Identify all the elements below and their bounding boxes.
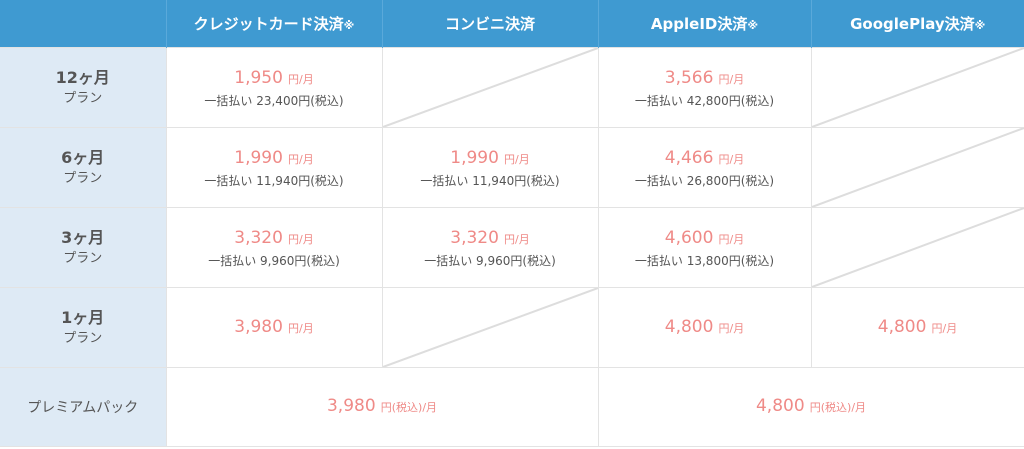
price-unit: 円/月 [718,321,745,335]
price-unit: 円(税込)/月 [380,401,438,414]
price-cell-apple-id: 4,600 円/月 一括払い 13,800円(税込) [597,207,812,288]
price-unit: 円/月 [931,321,958,335]
price-unit: 円/月 [288,72,314,86]
unavailable-slash [812,208,1024,287]
monthly-price: 1,990 [450,147,499,168]
lump-sum-text: 一括払い 11,940円(税込) [420,173,560,188]
lump-sum-text: 一括払い 26,800円(税込) [634,173,775,188]
header-apple-id: AppleID決済※ [598,0,812,48]
monthly-price: 1,990 [234,147,283,168]
header-label: コンビニ決済 [444,15,535,33]
row-header: 12ヶ月 プラン [0,47,167,128]
monthly-price: 3,566 [664,67,714,88]
monthly-price: 3,980 [234,316,283,337]
unavailable-slash [812,48,1024,127]
unavailable-slash [383,48,598,127]
price-unit: 円/月 [718,232,745,246]
header-label: AppleID決済 [650,15,748,33]
price-cell-credit-card: 1,950 円/月 一括払い 23,400円(税込) [165,47,383,128]
premium-price-cell-right: 4,800 円(税込)/月 [597,367,1024,447]
lump-sum-text: 一括払い 9,960円(税込) [208,253,340,268]
unavailable-cell [381,287,599,368]
header-corner [0,0,167,48]
plan-suffix: プラン [63,330,103,346]
monthly-price: 1,950 [234,67,283,88]
header-convenience-store: コンビニ決済 [382,0,599,48]
price-unit: 円(税込)/月 [809,401,867,414]
header-mark: ※ [747,19,759,32]
price-unit: 円/月 [288,152,314,166]
unavailable-cell [381,47,599,128]
premium-pack-label: プレミアムパック [27,400,139,416]
header-label: GooglePlay決済 [850,15,975,33]
header-mark: ※ [974,19,986,32]
price-cell-convenience-store: 3,320 円/月 一括払い 9,960円(税込) [381,207,599,288]
price-unit: 円/月 [718,152,745,166]
price-unit: 円/月 [288,232,314,246]
plan-suffix: プラン [63,250,103,266]
monthly-price: 4,800 [664,316,714,337]
plan-row-6-months: 6ヶ月 プラン 1,990 円/月 一括払い 11,940円(税込) 1,990… [0,127,1024,208]
plan-duration: 6ヶ月 [61,147,105,167]
monthly-price: 3,320 [450,227,499,248]
price-cell-apple-id: 4,466 円/月 一括払い 26,800円(税込) [597,127,812,208]
unavailable-cell [810,207,1024,288]
monthly-price: 3,320 [234,227,283,248]
price-cell-credit-card: 3,320 円/月 一括払い 9,960円(税込) [165,207,383,288]
price-cell-credit-card: 1,990 円/月 一括払い 11,940円(税込) [165,127,383,208]
unavailable-slash [383,288,598,367]
row-header: 3ヶ月 プラン [0,207,167,288]
unavailable-cell [810,127,1024,208]
header-credit-card: クレジットカード決済※ [166,0,383,48]
price-unit: 円/月 [504,152,530,166]
header-google-play: GooglePlay決済※ [811,0,1024,48]
row-header: プレミアムパック [0,367,167,447]
plan-duration: 12ヶ月 [55,67,110,87]
plan-suffix: プラン [63,90,103,106]
monthly-price: 4,800 [877,316,927,337]
plan-duration: 1ヶ月 [61,307,105,327]
plan-suffix: プラン [63,170,103,186]
monthly-price: 3,980 [326,396,376,416]
monthly-price: 4,466 [664,147,714,168]
plan-row-3-months: 3ヶ月 プラン 3,320 円/月 一括払い 9,960円(税込) 3,320 … [0,207,1024,288]
monthly-price: 4,600 [664,227,714,248]
price-unit: 円/月 [718,72,745,86]
lump-sum-text: 一括払い 13,800円(税込) [634,253,775,268]
unavailable-slash [812,128,1024,207]
price-unit: 円/月 [288,321,314,335]
plan-row-12-months: 12ヶ月 プラン 1,950 円/月 一括払い 23,400円(税込) 3,56… [0,47,1024,128]
row-header: 1ヶ月 プラン [0,287,167,368]
header-row: クレジットカード決済※ コンビニ決済 AppleID決済※ GooglePlay… [0,0,1024,48]
price-cell-apple-id: 4,800 円/月 [597,287,812,368]
header-label: クレジットカード決済 [193,15,344,33]
price-unit: 円/月 [504,232,530,246]
lump-sum-text: 一括払い 42,800円(税込) [634,93,775,108]
premium-price-cell-left: 3,980 円(税込)/月 [165,367,599,447]
plan-duration: 3ヶ月 [61,227,105,247]
price-cell-credit-card: 3,980 円/月 [165,287,383,368]
lump-sum-text: 一括払い 9,960円(税込) [424,253,556,268]
unavailable-cell [810,47,1024,128]
price-cell-convenience-store: 1,990 円/月 一括払い 11,940円(税込) [381,127,599,208]
plan-row-1-month: 1ヶ月 プラン 3,980 円/月 4,800 円/月 4,800 円/月 [0,287,1024,368]
row-header: 6ヶ月 プラン [0,127,167,208]
lump-sum-text: 一括払い 11,940円(税込) [204,173,344,188]
price-cell-google-play: 4,800 円/月 [810,287,1024,368]
lump-sum-text: 一括払い 23,400円(税込) [204,93,344,108]
price-cell-apple-id: 3,566 円/月 一括払い 42,800円(税込) [597,47,812,128]
premium-pack-row: プレミアムパック 3,980 円(税込)/月 4,800 円(税込)/月 [0,367,1024,447]
header-mark: ※ [343,19,355,32]
monthly-price: 4,800 [755,396,805,416]
